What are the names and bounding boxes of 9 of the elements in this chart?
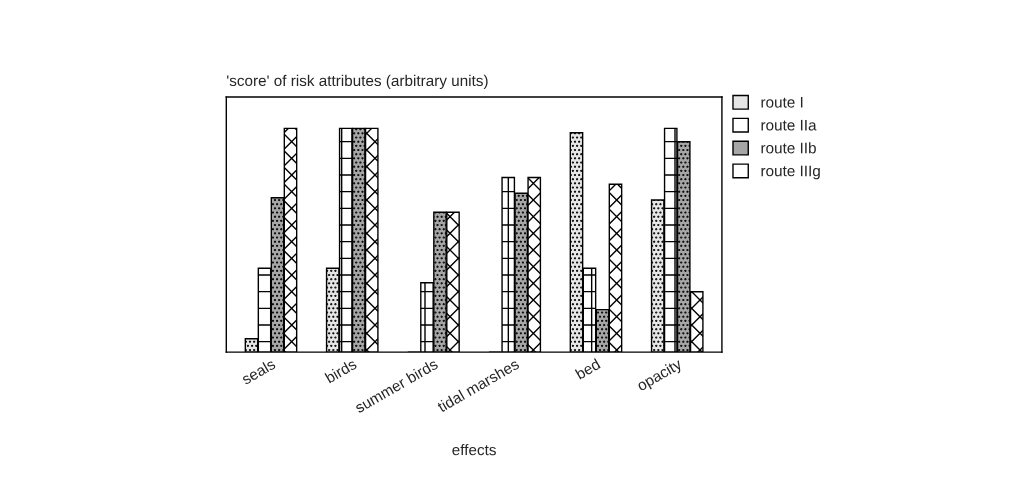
legend-label: route IIa [761,119,817,131]
legend-label: route IIb [761,142,816,154]
x-tick-label: seals [240,357,277,385]
legend-label: route IIIg [761,165,820,180]
legend-label: route I [761,97,803,108]
x-tick-label: birds [324,357,358,384]
chart-title: 'score' of risk attributes (arbitrary units) [227,74,488,90]
x-axis-title: effects [452,444,496,456]
x-tick-label: bed [574,358,601,380]
